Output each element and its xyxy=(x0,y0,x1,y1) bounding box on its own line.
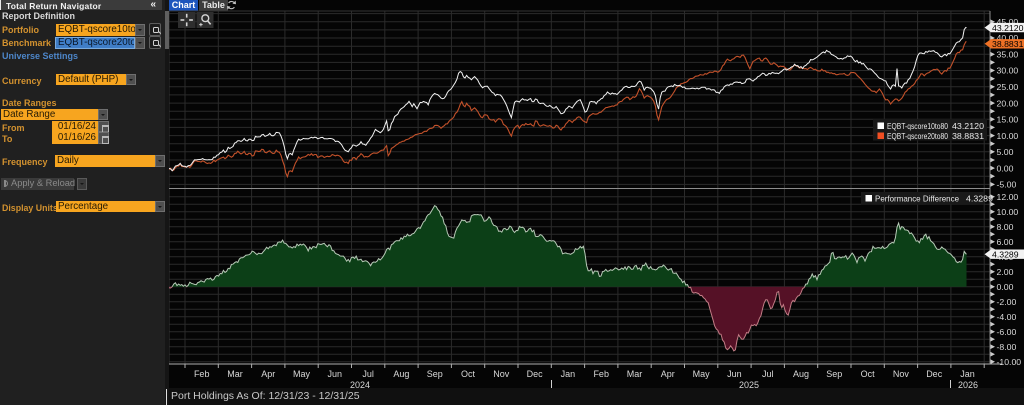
svg-text:43.2120: 43.2120 xyxy=(992,23,1024,33)
svg-text:Mar: Mar xyxy=(627,369,643,379)
svg-text:Apr: Apr xyxy=(661,369,675,379)
svg-text:Aug: Aug xyxy=(393,369,409,379)
svg-text:4.3289: 4.3289 xyxy=(966,194,993,204)
svg-text:43.2120: 43.2120 xyxy=(952,121,984,131)
svg-text:EQBT-qscore20to80: EQBT-qscore20to80 xyxy=(887,131,948,141)
svg-text:Nov: Nov xyxy=(493,369,510,379)
svg-text:2.00: 2.00 xyxy=(997,267,1014,277)
svg-text:-6.00: -6.00 xyxy=(997,327,1017,337)
svg-text:40.00: 40.00 xyxy=(997,33,1019,43)
svg-text:10.00: 10.00 xyxy=(997,207,1019,217)
svg-text:2026: 2026 xyxy=(958,380,978,390)
svg-text:Sep: Sep xyxy=(427,369,443,379)
svg-text:0.00: 0.00 xyxy=(997,163,1014,173)
svg-text:May: May xyxy=(293,369,311,379)
svg-text:Apr: Apr xyxy=(261,369,275,379)
svg-text:Aug: Aug xyxy=(793,369,809,379)
svg-text:38.8831: 38.8831 xyxy=(992,39,1024,49)
svg-text:Feb: Feb xyxy=(194,369,210,379)
svg-text:Jun: Jun xyxy=(328,369,343,379)
svg-text:2025: 2025 xyxy=(739,380,759,390)
svg-text:Feb: Feb xyxy=(593,369,609,379)
svg-text:38.8831: 38.8831 xyxy=(952,131,984,141)
svg-text:Jun: Jun xyxy=(727,369,742,379)
svg-text:35.00: 35.00 xyxy=(997,50,1019,60)
svg-text:Jan: Jan xyxy=(960,369,975,379)
svg-text:0.00: 0.00 xyxy=(997,282,1014,292)
svg-text:12.00: 12.00 xyxy=(997,192,1019,202)
svg-text:Oct: Oct xyxy=(861,369,876,379)
svg-text:2024: 2024 xyxy=(350,380,370,390)
svg-text:45.00: 45.00 xyxy=(997,17,1019,27)
svg-text:15.00: 15.00 xyxy=(997,115,1019,125)
svg-text:Oct: Oct xyxy=(461,369,476,379)
svg-text:Performance Difference: Performance Difference xyxy=(875,194,959,204)
svg-text:Sep: Sep xyxy=(826,369,842,379)
svg-text:-8.00: -8.00 xyxy=(997,342,1017,352)
svg-text:-2.00: -2.00 xyxy=(997,297,1017,307)
svg-text:May: May xyxy=(693,369,711,379)
svg-text:Table: Table xyxy=(202,0,225,10)
svg-text:4.3289: 4.3289 xyxy=(992,249,1019,259)
svg-text:5.00: 5.00 xyxy=(997,147,1014,157)
svg-text:-4.00: -4.00 xyxy=(997,312,1017,322)
svg-text:6.00: 6.00 xyxy=(997,237,1014,247)
svg-text:Dec: Dec xyxy=(527,369,544,379)
svg-text:20.00: 20.00 xyxy=(997,98,1019,108)
svg-text:Mar: Mar xyxy=(227,369,243,379)
svg-text:-10.00: -10.00 xyxy=(997,357,1022,367)
svg-text:25.00: 25.00 xyxy=(997,82,1019,92)
svg-text:Jul: Jul xyxy=(762,369,774,379)
svg-text:30.00: 30.00 xyxy=(997,66,1019,76)
svg-text:EQBT-qscore10to80: EQBT-qscore10to80 xyxy=(887,121,948,131)
svg-text:Jul: Jul xyxy=(362,369,374,379)
svg-text:10.00: 10.00 xyxy=(997,131,1019,141)
svg-text:Dec: Dec xyxy=(926,369,943,379)
svg-text:-5.00: -5.00 xyxy=(997,180,1017,190)
svg-text:Chart: Chart xyxy=(172,0,196,10)
svg-text:Jan: Jan xyxy=(561,369,576,379)
svg-text:Nov: Nov xyxy=(893,369,910,379)
svg-text:8.00: 8.00 xyxy=(997,222,1014,232)
